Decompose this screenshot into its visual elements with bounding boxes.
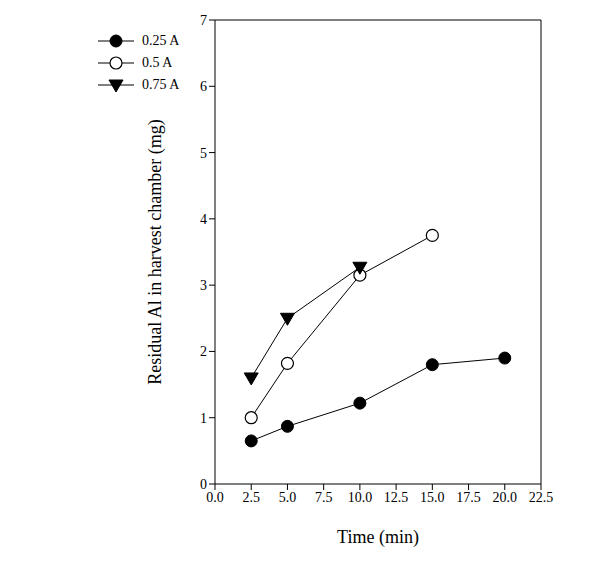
svg-text:10.0: 10.0 (348, 490, 373, 505)
svg-text:20.0: 20.0 (493, 490, 518, 505)
svg-text:5.0: 5.0 (279, 490, 297, 505)
svg-text:6: 6 (200, 79, 207, 94)
svg-text:17.5: 17.5 (456, 490, 481, 505)
svg-text:7: 7 (200, 13, 207, 28)
svg-text:0.0: 0.0 (206, 490, 224, 505)
svg-text:22.5: 22.5 (529, 490, 554, 505)
svg-text:5: 5 (200, 146, 207, 161)
svg-text:3: 3 (200, 278, 207, 293)
svg-text:12.5: 12.5 (384, 490, 409, 505)
html-text:0.75 A: 0.75 A (142, 77, 180, 92)
svg-text:1: 1 (200, 411, 207, 426)
svg-text:15.0: 15.0 (420, 490, 445, 505)
svg-text:Residual Al in harvest chamber: Residual Al in harvest chamber (mg) (145, 119, 166, 384)
html-text:0.25 A: 0.25 A (142, 33, 180, 48)
html-text:0.5 A: 0.5 A (142, 55, 173, 70)
svg-text:7.5: 7.5 (315, 490, 333, 505)
svg-text:2.5: 2.5 (242, 490, 260, 505)
svg-text:Time (min): Time (min) (337, 527, 419, 548)
svg-text:2: 2 (200, 344, 207, 359)
svg-text:4: 4 (200, 212, 207, 227)
svg-text:0: 0 (200, 477, 207, 492)
